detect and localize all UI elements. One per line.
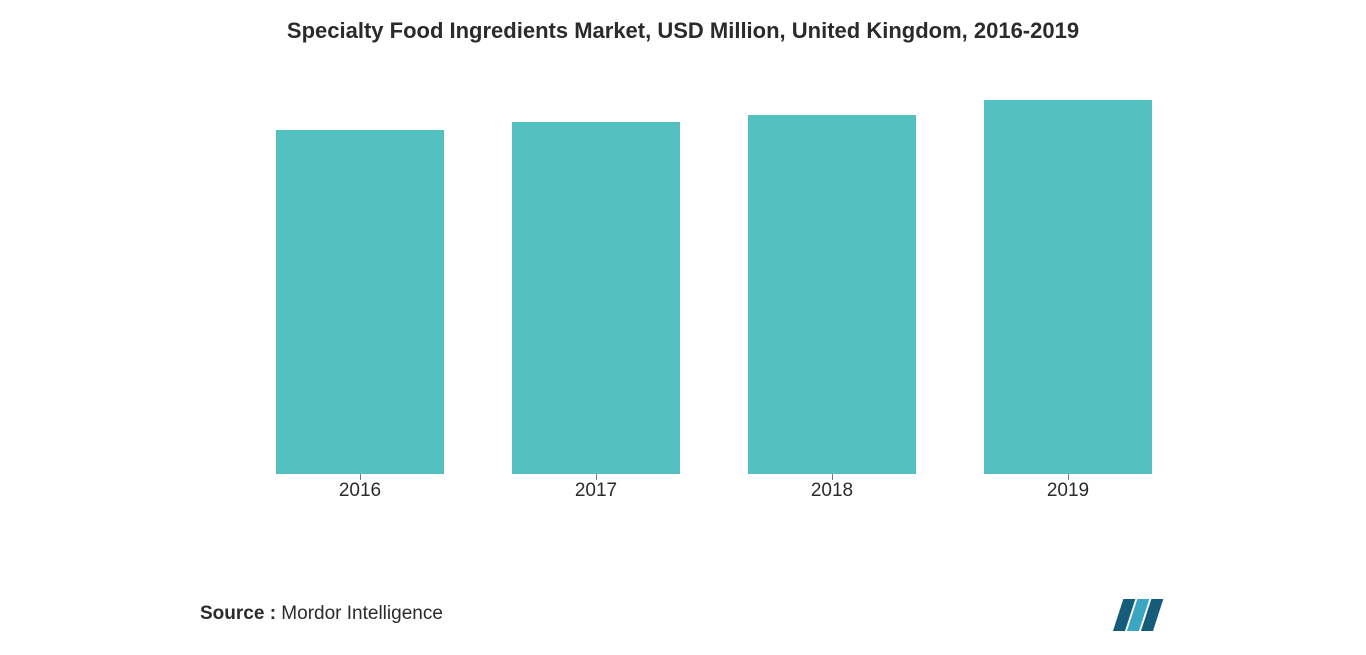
chart-title: Specialty Food Ingredients Market, USD M… bbox=[0, 18, 1366, 44]
plot-area bbox=[242, 100, 1122, 474]
bar bbox=[512, 122, 680, 474]
source-label: Source : bbox=[200, 603, 276, 624]
bar bbox=[748, 115, 916, 474]
x-axis-label: 2016 bbox=[320, 480, 400, 502]
bar bbox=[984, 100, 1152, 474]
x-axis-label: 2019 bbox=[1028, 480, 1108, 502]
chart-container: Specialty Food Ingredients Market, USD M… bbox=[0, 0, 1366, 655]
source-attribution: Source : Mordor Intelligence bbox=[200, 603, 443, 625]
x-axis-label: 2018 bbox=[792, 480, 872, 502]
source-text: Mordor Intelligence bbox=[276, 603, 443, 624]
brand-logo-icon bbox=[1110, 597, 1166, 631]
x-axis-label: 2017 bbox=[556, 480, 636, 502]
bar bbox=[276, 130, 444, 474]
